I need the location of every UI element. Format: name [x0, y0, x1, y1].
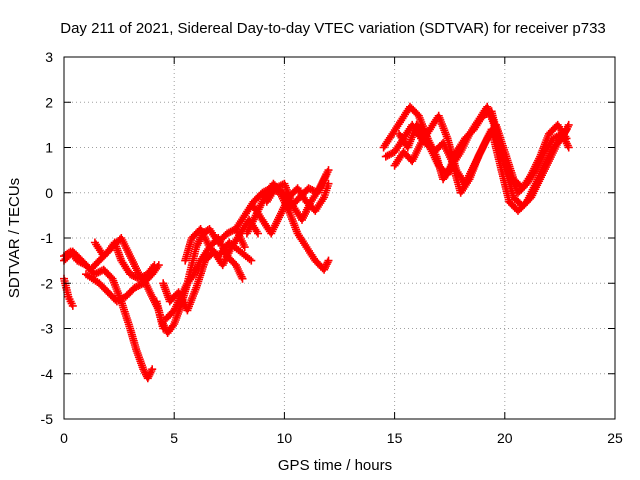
x-tick-label: 5	[170, 430, 178, 446]
x-axis-label: GPS time / hours	[278, 457, 392, 474]
data-point	[247, 256, 256, 265]
data-point	[324, 166, 333, 175]
series-track-3	[60, 274, 77, 310]
y-tick-label: 3	[45, 49, 53, 65]
series-track-1	[60, 247, 157, 383]
y-tick-label: -3	[41, 321, 54, 337]
series-track-13	[262, 166, 333, 224]
y-tick-label: 2	[45, 94, 53, 110]
y-axis-label: SDTVAR / TECUs	[6, 178, 23, 298]
y-tick-label: -1	[41, 230, 54, 246]
series-track-9	[181, 225, 256, 265]
y-tick-label: 1	[45, 140, 53, 156]
x-tick-label: 15	[387, 430, 403, 446]
data-point	[238, 274, 247, 283]
data-point	[562, 134, 571, 143]
data-point	[254, 229, 262, 238]
axis-ticks: 0 5 10 15 20 25 -5 -4 -3 -2 -1 0 1 2 3	[41, 49, 623, 446]
data-point	[154, 261, 163, 270]
data-point	[324, 179, 333, 188]
grid-lines	[64, 57, 615, 419]
x-tick-label: 25	[607, 430, 623, 446]
data-point	[148, 365, 157, 374]
series-track-17	[395, 120, 571, 197]
y-tick-label: -4	[41, 366, 54, 382]
x-tick-label: 20	[497, 430, 513, 446]
y-tick-label: 0	[45, 185, 53, 201]
data-point	[240, 243, 249, 252]
x-tick-label: 0	[60, 430, 68, 446]
y-tick-label: -2	[41, 275, 54, 291]
x-tick-label: 10	[277, 430, 293, 446]
data-point	[564, 120, 573, 129]
data-point	[324, 256, 333, 265]
y-tick-label: -5	[41, 411, 54, 427]
chart-title: Day 211 of 2021, Sidereal Day-to-day VTE…	[60, 20, 606, 37]
series-track-5	[82, 261, 163, 306]
data-point	[68, 301, 77, 310]
data-point	[564, 143, 573, 152]
data-series	[60, 102, 573, 383]
